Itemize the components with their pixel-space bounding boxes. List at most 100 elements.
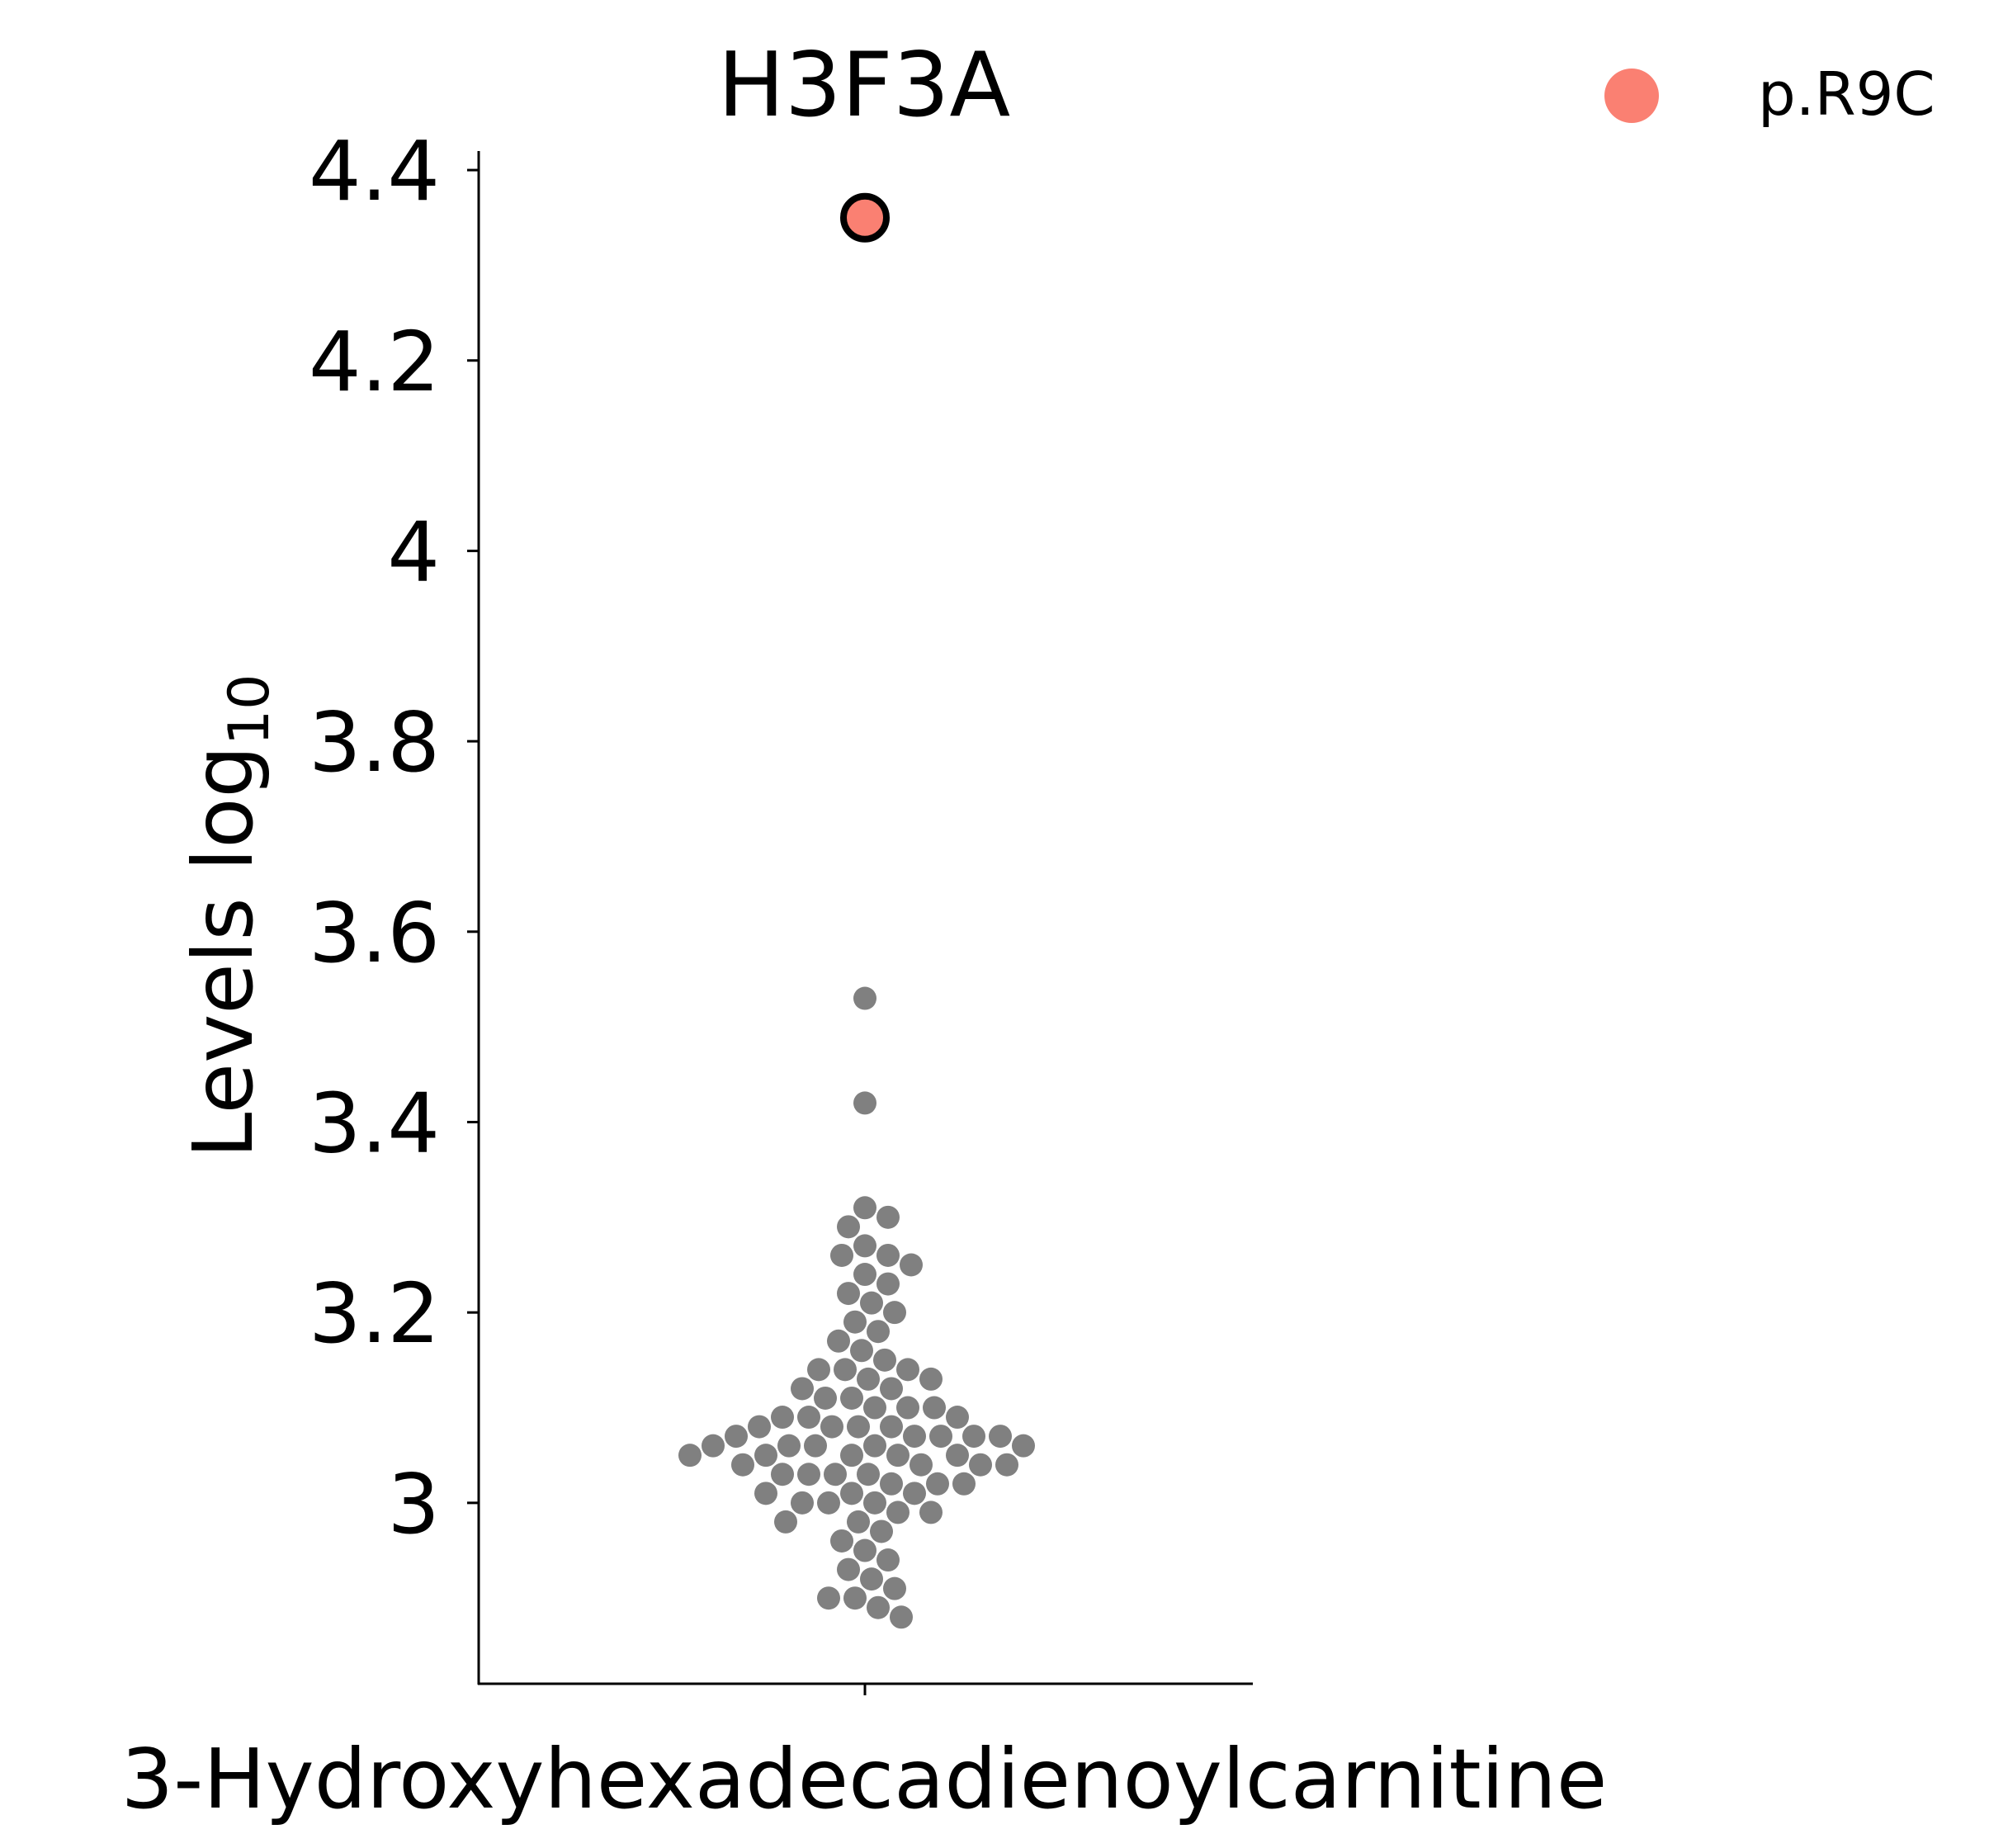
data-point (807, 1358, 830, 1382)
data-point (896, 1358, 919, 1382)
data-point (791, 1491, 814, 1515)
data-points (678, 192, 1035, 1629)
data-point (834, 1358, 857, 1382)
data-point (890, 1605, 913, 1629)
data-point (876, 1548, 900, 1572)
legend: p.R9C (1604, 59, 1935, 129)
data-point (989, 1425, 1012, 1449)
data-point (837, 1215, 860, 1239)
data-point (903, 1482, 926, 1505)
data-point (840, 1482, 863, 1505)
data-point (946, 1444, 969, 1468)
x-category-label: 3-Hydroxyhexadecadienoylcarnitine (121, 1731, 1608, 1827)
data-point (919, 1367, 943, 1391)
data-point (847, 1510, 870, 1534)
legend-label: p.R9C (1758, 59, 1935, 129)
data-point (995, 1453, 1018, 1477)
y-tick-label: 4.2 (309, 314, 440, 410)
data-point (969, 1453, 992, 1477)
data-point (797, 1463, 820, 1486)
data-point (880, 1377, 903, 1401)
data-point (886, 1444, 910, 1468)
data-point (847, 1415, 870, 1439)
data-point (771, 1406, 794, 1430)
data-point (797, 1406, 820, 1430)
data-point (860, 1567, 883, 1591)
data-point (863, 1434, 886, 1458)
y-tick-label: 3.8 (309, 694, 440, 791)
data-point (853, 1263, 876, 1287)
data-point (857, 1367, 880, 1391)
data-point (883, 1301, 906, 1325)
data-point (867, 1320, 890, 1344)
data-point (853, 1234, 876, 1258)
highlight-point (840, 192, 890, 243)
data-point (725, 1425, 748, 1449)
data-point (804, 1434, 827, 1458)
data-point (771, 1463, 794, 1486)
data-point (919, 1501, 943, 1524)
data-point (748, 1415, 771, 1439)
data-point (910, 1453, 933, 1477)
data-point (926, 1472, 949, 1496)
data-point (876, 1205, 900, 1229)
data-point (876, 1272, 900, 1296)
y-tick-label: 3.2 (309, 1265, 440, 1362)
data-point (863, 1396, 886, 1420)
data-point (817, 1491, 840, 1515)
y-ticks: 3 3.2 3.4 3.6 3.8 4 4.2 4.4 (309, 123, 479, 1553)
data-point (754, 1444, 777, 1468)
data-point (837, 1557, 860, 1581)
data-point (830, 1243, 853, 1267)
data-point (870, 1520, 893, 1543)
data-point (896, 1396, 919, 1420)
data-point (791, 1377, 814, 1401)
data-point (880, 1472, 903, 1496)
data-point (903, 1425, 926, 1449)
data-point (837, 1282, 860, 1306)
data-point (853, 1538, 876, 1562)
data-point (867, 1595, 890, 1619)
data-point (860, 1291, 883, 1315)
data-point (774, 1510, 797, 1534)
data-point (843, 1586, 867, 1610)
data-point (817, 1586, 840, 1610)
data-point (814, 1386, 837, 1410)
data-point (840, 1386, 863, 1410)
data-point (853, 1196, 876, 1220)
data-point (883, 1576, 906, 1600)
data-point (777, 1434, 801, 1458)
data-point (900, 1253, 923, 1277)
y-axis-label-subscript: 10 (217, 674, 282, 746)
data-point (857, 1463, 880, 1486)
data-point (827, 1329, 850, 1353)
data-point (731, 1453, 754, 1477)
data-point (923, 1396, 946, 1420)
y-tick-label: 4.4 (309, 123, 440, 220)
y-axis-label-text: Levels log (175, 745, 272, 1158)
y-tick-label: 3.6 (309, 885, 440, 981)
chart-title: H3F3A (718, 34, 1011, 137)
data-point (1012, 1434, 1035, 1458)
data-point (952, 1472, 976, 1496)
data-point (863, 1491, 886, 1515)
data-point (850, 1339, 873, 1363)
data-point (853, 1091, 876, 1115)
y-axis-label: Levels log10 (175, 674, 282, 1159)
data-point (929, 1425, 952, 1449)
y-tick-label: 4 (387, 503, 440, 600)
data-point (702, 1434, 725, 1458)
data-point (880, 1415, 903, 1439)
data-point (840, 1444, 863, 1468)
data-point (820, 1415, 843, 1439)
data-point (946, 1406, 969, 1430)
y-tick-label: 3.4 (309, 1075, 440, 1171)
data-point (876, 1243, 900, 1267)
data-point (678, 1444, 702, 1468)
data-point (830, 1529, 853, 1553)
data-point (754, 1482, 777, 1505)
data-point (873, 1348, 896, 1372)
data-point (843, 1310, 867, 1334)
data-point (886, 1501, 910, 1524)
